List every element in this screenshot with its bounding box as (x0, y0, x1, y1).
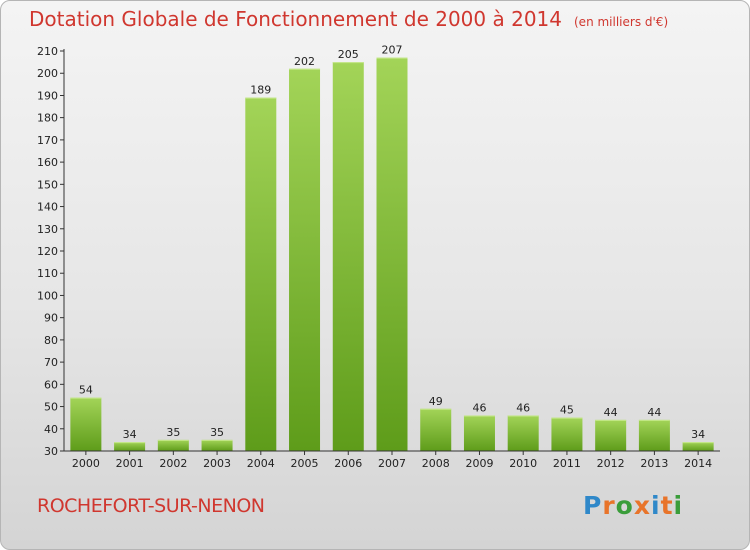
bar (332, 62, 364, 451)
x-tick-label: 2003 (203, 457, 231, 470)
y-tick-label: 90 (44, 312, 58, 325)
bar (201, 439, 233, 451)
bar-value-label: 44 (647, 406, 661, 419)
bar-value-label: 189 (250, 84, 271, 97)
bar-value-label: 34 (123, 428, 137, 441)
x-tick-label: 2001 (116, 457, 144, 470)
proxiti-logo[interactable]: Proxiti (583, 491, 683, 520)
x-tick-label: 2000 (72, 457, 100, 470)
bar (507, 415, 539, 451)
x-tick-label: 2002 (159, 457, 187, 470)
y-tick-label: 60 (44, 378, 58, 391)
logo-letter: r (602, 491, 616, 520)
y-tick-label: 210 (37, 45, 58, 58)
y-tick-label: 140 (37, 201, 58, 214)
x-tick-label: 2007 (378, 457, 406, 470)
bar (595, 419, 627, 451)
y-tick-label: 40 (44, 423, 58, 436)
y-tick-label: 180 (37, 112, 58, 125)
bar-value-label: 35 (210, 426, 224, 439)
y-tick-label: 200 (37, 67, 58, 80)
x-tick-label: 2014 (684, 457, 712, 470)
x-tick-label: 2011 (553, 457, 581, 470)
logo-letter: x (633, 491, 651, 520)
y-tick-label: 120 (37, 245, 58, 258)
y-tick-label: 150 (37, 178, 58, 191)
bar (114, 442, 146, 451)
bar-value-label: 54 (79, 384, 93, 397)
bar (245, 97, 277, 452)
logo-letter: i (651, 491, 661, 520)
y-tick-label: 30 (44, 445, 58, 458)
bar-value-label: 202 (294, 55, 315, 68)
bar (376, 57, 408, 452)
bar (157, 439, 189, 451)
bar-value-label: 44 (604, 406, 618, 419)
y-tick-label: 190 (37, 89, 58, 102)
x-tick-label: 2005 (291, 457, 319, 470)
x-tick-label: 2013 (640, 457, 668, 470)
bar-value-label: 46 (472, 401, 486, 414)
y-tick-label: 110 (37, 267, 58, 280)
bar (289, 68, 321, 452)
y-tick-label: 130 (37, 223, 58, 236)
bar (463, 415, 495, 451)
bar (682, 442, 714, 451)
unit-note: (en milliers d'€) (574, 15, 669, 29)
x-tick-label: 2004 (247, 457, 275, 470)
bar (638, 419, 670, 451)
y-tick-label: 70 (44, 356, 58, 369)
bar-value-label: 207 (382, 44, 403, 57)
logo-letter: t (660, 491, 674, 520)
y-tick-label: 80 (44, 334, 58, 347)
y-tick-label: 170 (37, 134, 58, 147)
logo-letter: P (583, 491, 603, 520)
y-tick-label: 100 (37, 289, 58, 302)
x-tick-label: 2009 (465, 457, 493, 470)
bar-value-label: 35 (166, 426, 180, 439)
x-tick-label: 2010 (509, 457, 537, 470)
bar-value-label: 45 (560, 404, 574, 417)
bar-value-label: 46 (516, 401, 530, 414)
x-tick-label: 2006 (334, 457, 362, 470)
bar (420, 408, 452, 451)
chart-title: Dotation Globale de Fonctionnement de 20… (29, 7, 562, 31)
logo-letter: i (673, 491, 684, 520)
x-tick-label: 2008 (422, 457, 450, 470)
y-tick-label: 160 (37, 156, 58, 169)
x-tick-label: 2012 (597, 457, 625, 470)
y-tick-label: 50 (44, 401, 58, 414)
bar-value-label: 49 (429, 395, 443, 408)
commune-name: ROCHEFORT-SUR-NENON (37, 495, 265, 517)
logo-letter: o (615, 491, 634, 520)
bar (70, 397, 102, 451)
bar (551, 417, 583, 451)
bar-value-label: 34 (691, 428, 705, 441)
chart-title-block: Dotation Globale de Fonctionnement de 20… (29, 7, 668, 31)
bar-value-label: 205 (338, 48, 359, 61)
